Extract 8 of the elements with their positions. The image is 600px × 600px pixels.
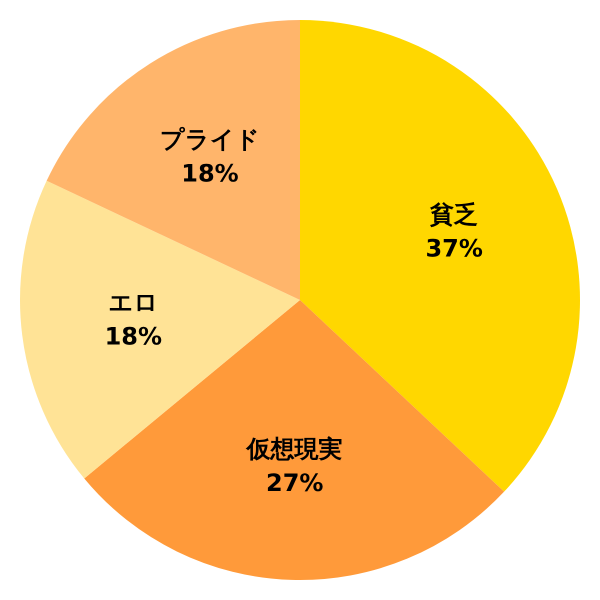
data-label: 27% — [266, 469, 324, 498]
data-label: 18% — [181, 159, 239, 188]
data-label: 37% — [425, 234, 483, 263]
slice-label: 貧乏 — [429, 200, 478, 229]
data-label: 18% — [104, 322, 162, 350]
slice-label: 仮想現実 — [246, 435, 343, 464]
slice-label: エロ — [108, 288, 158, 316]
slice-label: プライド — [160, 125, 260, 154]
